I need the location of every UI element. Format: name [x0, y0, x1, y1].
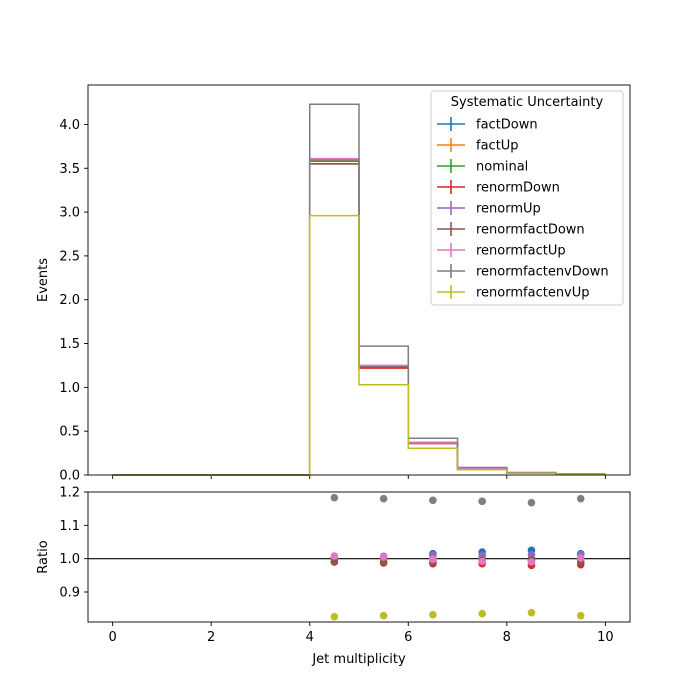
- ratio-point-renormfactenvdown: [379, 494, 388, 503]
- x-tick-label: 8: [503, 630, 511, 645]
- x-tick-label: 10: [597, 630, 614, 645]
- legend-label: renormfactenvUp: [476, 286, 590, 301]
- y-tick-label: 2.5: [59, 249, 80, 264]
- y-tick-label: 1.0: [59, 381, 80, 396]
- ratio-points: [330, 493, 585, 621]
- legend-item-renormup: renormUp: [437, 201, 541, 217]
- ratio-point-renormfactenvdown: [527, 498, 536, 507]
- ratio-point-renormfactenvup: [478, 609, 486, 618]
- y-tick-label: 0.0: [59, 469, 80, 484]
- events-y-axis-label: Events: [36, 258, 51, 302]
- legend-label: factUp: [476, 139, 519, 154]
- legend-label: renormDown: [476, 181, 560, 196]
- legend-label: renormfactUp: [476, 244, 566, 259]
- x-tick-label: 0: [108, 630, 116, 645]
- ratio-point-renormfactenvup: [429, 610, 437, 619]
- legend-label: renormUp: [476, 202, 541, 217]
- legend: Systematic Uncertainty factDown factUp nom…: [430, 90, 624, 306]
- ratio-point-renormup: [527, 550, 536, 559]
- ratio-point-renormfactup: [478, 557, 486, 566]
- legend-item-nominal: nominal: [437, 159, 528, 175]
- y-tick-label: 3.0: [59, 206, 80, 221]
- x-tick-label: 2: [207, 630, 215, 645]
- ratio-x-ticks: 0 2 4 6 8 10: [108, 622, 614, 645]
- ratio-point-renormfactup: [330, 552, 339, 560]
- y-tick-label: 0.9: [59, 586, 80, 601]
- y-tick-label: 0.5: [59, 425, 80, 440]
- y-tick-label: 1.1: [59, 519, 80, 534]
- y-tick-label: 1.0: [59, 552, 80, 567]
- legend-item-factdown: factDown: [437, 117, 538, 133]
- legend-item-factup: factUp: [437, 138, 519, 154]
- ratio-point-renormfactup: [576, 554, 585, 562]
- x-tick-label: 6: [404, 630, 412, 645]
- ratio-point-renormfactup: [379, 553, 388, 561]
- legend-item-renormfactenvdown: renormfactenvDown: [437, 264, 609, 280]
- legend-frame: [430, 90, 624, 306]
- y-tick-label: 3.5: [59, 162, 80, 177]
- ratio-y-axis-label: Ratio: [36, 540, 51, 573]
- y-tick-label: 1.2: [59, 486, 80, 501]
- legend-item-renormfactenvup: renormfactenvUp: [437, 285, 590, 301]
- ratio-point-renormfactenvup: [527, 608, 536, 617]
- legend-label: factDown: [476, 118, 538, 133]
- ratio-plot-area: [88, 492, 630, 622]
- legend-item-renormfactup: renormfactUp: [437, 243, 566, 259]
- legend-entries: factDown factUp nominal renormDown renormUp r…: [437, 117, 609, 301]
- y-tick-label: 4.0: [59, 118, 80, 133]
- x-axis-label: Jet multiplicity: [311, 652, 406, 667]
- ratio-point-renormfactenvdown: [429, 496, 437, 505]
- legend-item-renormfactdown: renormfactDown: [437, 222, 585, 238]
- legend-label: renormfactenvDown: [476, 265, 609, 280]
- ratio-point-renormfactenvdown: [478, 497, 486, 506]
- events-x-ticks: [112, 475, 606, 479]
- x-tick-label: 4: [306, 630, 314, 645]
- legend-label: renormfactDown: [476, 223, 585, 238]
- ratio-point-renormfactup: [527, 558, 536, 566]
- events-plot-border: [87, 84, 631, 476]
- ratio-point-renormfactup: [429, 555, 437, 564]
- legend-label: nominal: [476, 160, 528, 175]
- y-tick-label: 1.5: [59, 337, 80, 352]
- ratio-point-renormfactenvdown: [576, 494, 585, 503]
- ratio-point-renormfactenvdown: [330, 493, 339, 502]
- events-y-ticks: 0.0 0.5 1.0 1.5 2.0 2.5 3.0 3.5 4.0: [59, 118, 88, 484]
- legend-title: Systematic Uncertainty: [451, 95, 604, 110]
- ratio-point-renormfactdown: [330, 558, 339, 566]
- ratio-plot-border: [87, 491, 631, 623]
- ratio-panel: 0 2 4 6 8 10 0.9 1.0 1.1 1.2 Ratio Jet multiplic…: [36, 486, 631, 667]
- ratio-point-renormfactenvup: [330, 612, 339, 621]
- legend-item-renormdown: renormDown: [437, 180, 560, 196]
- ratio-point-renormfactenvup: [576, 611, 585, 620]
- y-tick-label: 2.0: [59, 293, 80, 308]
- ratio-y-ticks: 0.9 1.0 1.1 1.2: [59, 486, 88, 601]
- ratio-point-renormfactenvup: [379, 611, 388, 620]
